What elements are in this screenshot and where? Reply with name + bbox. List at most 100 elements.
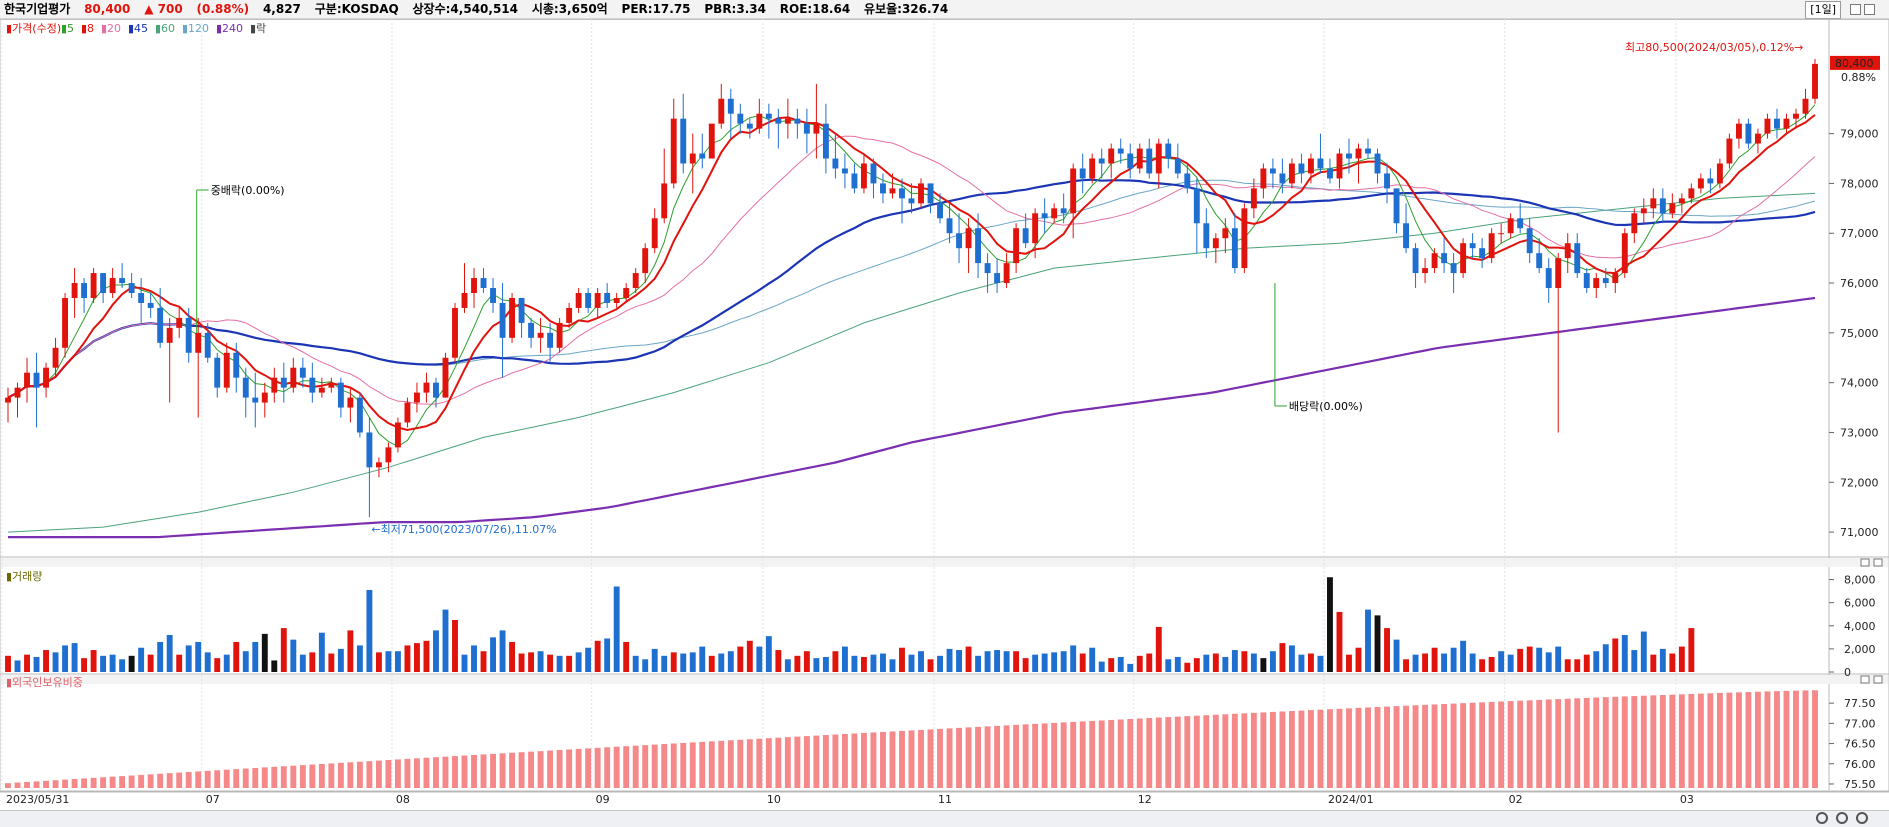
candle[interactable] <box>918 183 924 204</box>
foreign-bar[interactable] <box>1583 697 1590 788</box>
foreign-bar[interactable] <box>585 748 592 788</box>
foreign-bar[interactable] <box>1203 715 1210 788</box>
volume-bar[interactable] <box>14 660 21 672</box>
foreign-bar[interactable] <box>642 745 649 788</box>
candle[interactable] <box>1650 198 1657 209</box>
candle[interactable] <box>984 263 991 274</box>
volume-close-icon[interactable] <box>1873 558 1883 567</box>
volume-bar[interactable] <box>252 641 259 672</box>
volume-bar[interactable] <box>1108 658 1115 672</box>
volume-bar[interactable] <box>90 650 97 672</box>
volume-bar[interactable] <box>1612 638 1619 672</box>
candle[interactable] <box>956 233 963 249</box>
foreign-bar[interactable] <box>1355 707 1362 788</box>
foreign-bar[interactable] <box>946 728 953 788</box>
foreign-bar[interactable] <box>1032 723 1039 788</box>
candle[interactable] <box>1735 123 1742 139</box>
candle[interactable] <box>1098 158 1105 164</box>
candle[interactable] <box>1431 253 1438 269</box>
foreign-bar[interactable] <box>1412 705 1419 788</box>
volume-bar[interactable] <box>604 638 611 672</box>
candle[interactable] <box>746 123 753 129</box>
foreign-bar[interactable] <box>994 725 1001 788</box>
candle[interactable] <box>899 188 905 199</box>
volume-bar[interactable] <box>841 646 848 672</box>
volume-bar[interactable] <box>1193 658 1200 672</box>
volume-bar[interactable] <box>1117 656 1124 672</box>
zoom-fit-icon[interactable] <box>1816 812 1828 824</box>
foreign-bar[interactable] <box>1783 690 1790 788</box>
foreign-bar[interactable] <box>927 729 934 788</box>
volume-bar[interactable] <box>52 652 59 672</box>
volume-bar[interactable] <box>1669 653 1676 672</box>
volume-bar[interactable] <box>138 647 145 672</box>
foreign-bar[interactable] <box>318 763 325 788</box>
foreign-bar[interactable] <box>1365 707 1371 788</box>
volume-bar[interactable] <box>1136 655 1143 672</box>
candle[interactable] <box>860 163 867 189</box>
candle[interactable] <box>975 228 982 264</box>
volume-bar[interactable] <box>585 647 592 672</box>
candle[interactable] <box>1707 178 1714 184</box>
foreign-bar[interactable] <box>337 762 344 788</box>
volume-bar[interactable] <box>984 651 991 672</box>
candle[interactable] <box>1231 228 1238 269</box>
foreign-bar[interactable] <box>280 766 287 788</box>
candle[interactable] <box>1117 148 1124 154</box>
foreign-bar[interactable] <box>1127 718 1134 788</box>
volume-bar[interactable] <box>480 651 487 672</box>
foreign-bar[interactable] <box>347 762 354 788</box>
volume-bar[interactable] <box>24 654 30 672</box>
volume-bar[interactable] <box>1488 656 1495 672</box>
foreign-bar[interactable] <box>860 732 867 788</box>
foreign-minimize-icon[interactable] <box>1860 675 1870 684</box>
volume-bar[interactable] <box>832 651 839 672</box>
volume-bar[interactable] <box>195 641 202 672</box>
candle[interactable] <box>14 387 21 398</box>
foreign-bar[interactable] <box>214 770 221 788</box>
foreign-bar[interactable] <box>841 734 848 788</box>
volume-bar[interactable] <box>661 655 668 672</box>
foreign-bar[interactable] <box>1564 698 1571 788</box>
foreign-bar[interactable] <box>1022 724 1029 788</box>
volume-bar[interactable] <box>1545 652 1552 672</box>
candle[interactable] <box>147 302 154 308</box>
foreign-bar[interactable] <box>746 739 753 788</box>
foreign-bar[interactable] <box>775 737 782 788</box>
candle[interactable] <box>775 118 782 124</box>
volume-bar[interactable] <box>784 659 791 672</box>
foreign-bar[interactable] <box>1231 713 1238 788</box>
foreign-bar[interactable] <box>1555 699 1562 788</box>
candle[interactable] <box>537 332 544 338</box>
candle[interactable] <box>642 248 649 274</box>
foreign-bar[interactable] <box>1488 701 1495 788</box>
volume-bar[interactable] <box>547 654 554 672</box>
candle[interactable] <box>1621 233 1628 274</box>
candle[interactable] <box>1070 168 1077 214</box>
candle[interactable] <box>1174 158 1181 174</box>
foreign-bar[interactable] <box>509 752 516 788</box>
foreign-bar[interactable] <box>1288 711 1295 788</box>
volume-bar[interactable] <box>119 659 126 672</box>
volume-bar[interactable] <box>1089 647 1096 672</box>
candle[interactable] <box>1574 243 1581 274</box>
candle[interactable] <box>1583 273 1590 289</box>
foreign-bar[interactable] <box>43 780 49 788</box>
candle[interactable] <box>195 332 202 353</box>
candle[interactable] <box>1346 153 1352 159</box>
candle[interactable] <box>1783 118 1790 129</box>
candle[interactable] <box>1184 173 1191 189</box>
volume-bar[interactable] <box>1526 646 1533 672</box>
foreign-bar[interactable] <box>975 726 982 788</box>
volume-bar[interactable] <box>1365 609 1371 672</box>
foreign-bar[interactable] <box>518 752 525 788</box>
candle[interactable] <box>727 98 734 114</box>
volume-bar[interactable] <box>33 656 40 672</box>
foreign-bar[interactable] <box>1545 699 1552 788</box>
candle[interactable] <box>556 322 563 348</box>
foreign-bar[interactable] <box>1726 692 1733 788</box>
foreign-bar[interactable] <box>290 765 297 788</box>
candle[interactable] <box>1716 163 1723 184</box>
volume-bar[interactable] <box>452 620 458 672</box>
